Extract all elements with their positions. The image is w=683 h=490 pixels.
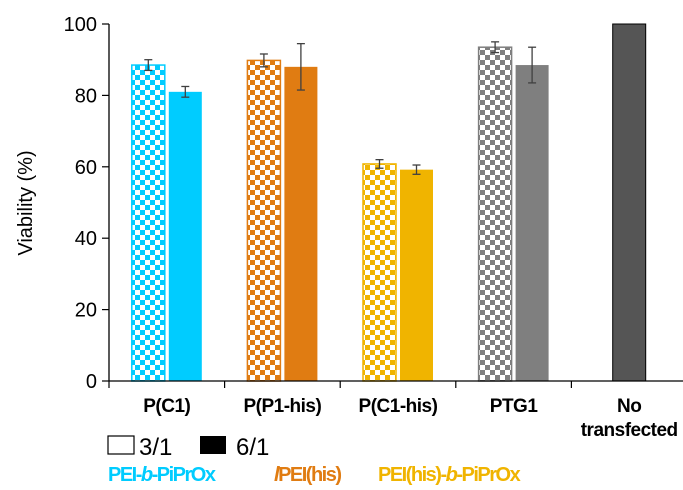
legend-label-6-1: 6/1 (236, 434, 269, 461)
annotation-1: lPEI(his) (274, 464, 341, 486)
bar-p-c1-his-6-1 (400, 169, 433, 381)
error-bars-group (144, 41, 537, 175)
annotation-2: PEI(his)-b-PiPrOx (378, 464, 521, 486)
y-tick-label-0: 0 (86, 371, 97, 393)
category-label-ptg1: PTG1 (490, 396, 539, 417)
category-label-p-c1-his: P(C1-his) (359, 396, 438, 417)
annotation-0: PEI-b-PiPrOx (108, 464, 216, 486)
y-tick-label-100: 100 (64, 14, 97, 36)
axes-group (108, 24, 683, 388)
bar-p-p1-his-3-1 (246, 59, 282, 382)
y-tick-label-20: 20 (75, 300, 97, 322)
bar-p-c1-his-3-1 (362, 163, 397, 382)
category-labels-group: P(C1) P(P1-his) P(C1-his) PTG1 No transfected (143, 396, 678, 441)
category-label-p-p1-his: P(P1-his) (243, 396, 321, 417)
bar-no-transfected-6-1 (612, 24, 646, 381)
legend-swatch-3-1 (107, 435, 135, 455)
category-label-no-transfected: No transfected (581, 396, 678, 441)
bars-group (131, 23, 647, 382)
bar-p-c1-3-1 (131, 64, 166, 382)
y-tick-label-40: 40 (75, 228, 97, 250)
legend-label-3-1: 3/1 (139, 434, 172, 461)
bar-ptg1-3-1 (477, 46, 513, 382)
y-tick-label-80: 80 (75, 85, 97, 107)
y-axis-label: Viability (%) (15, 150, 37, 255)
y-tick-label-60: 60 (75, 157, 97, 179)
y-ticks-group: 0 20 40 60 80 100 (64, 14, 109, 393)
bar-p-c1-6-1 (168, 91, 202, 381)
legend-swatch-6-1 (200, 436, 226, 454)
category-label-p-c1: P(C1) (143, 396, 190, 417)
bar-ptg1-6-1 (515, 65, 549, 382)
legend: 3/1 6/1 (107, 434, 269, 461)
series-annotations: PEI-b-PiPrOx lPEI(his) PEI(his)-b-PiPrOx (108, 464, 522, 486)
bar-p-p1-his-6-1 (284, 66, 318, 381)
